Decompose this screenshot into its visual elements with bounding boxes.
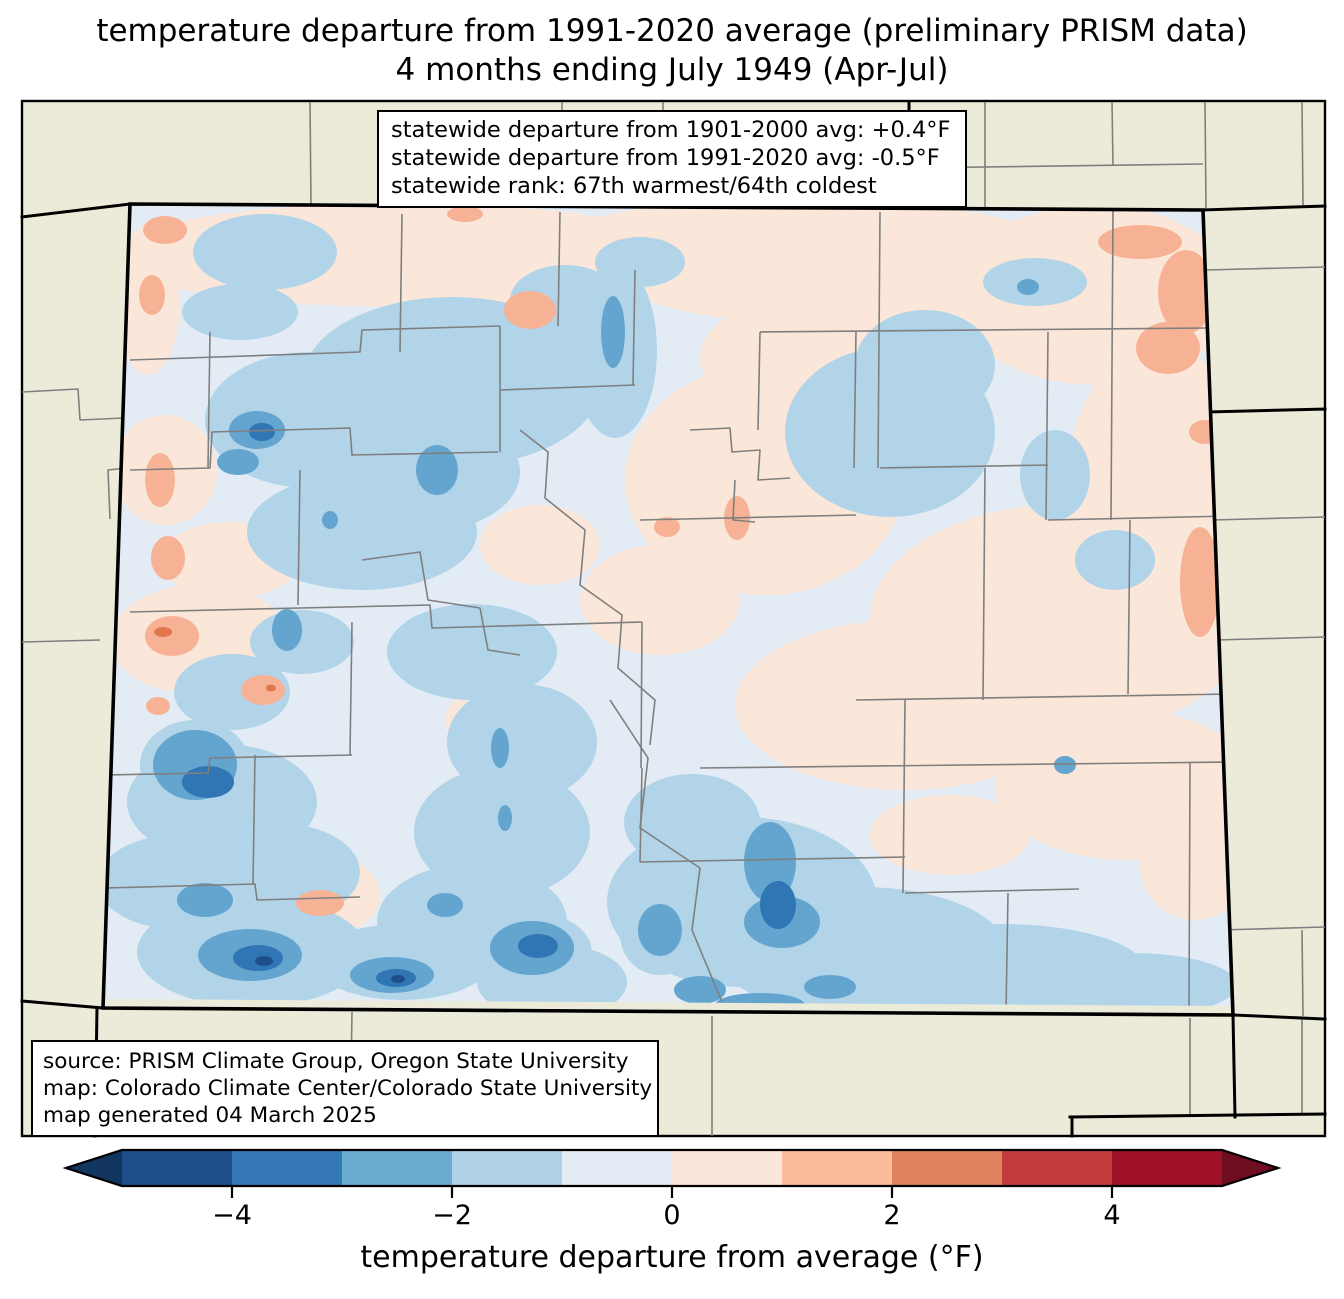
colorbar-seg-4 — [562, 1150, 672, 1186]
colorbar-seg-8 — [1002, 1150, 1112, 1186]
colorbar-tick-label-neg2: −2 — [432, 1200, 472, 1231]
colorbar-under-arrow — [66, 1150, 122, 1186]
colorbar-seg-3 — [452, 1150, 562, 1186]
stats-line-rank: statewide rank: 67th warmest/64th coldes… — [391, 172, 877, 199]
colorbar-tick-label-neg4: −4 — [212, 1200, 252, 1231]
colorbar-ticks — [230, 1186, 1114, 1198]
stats-box: statewide departure from 1901-2000 avg: … — [377, 110, 967, 208]
colorbar-outline — [62, 1148, 1282, 1188]
colorbar-bar — [62, 1148, 1282, 1198]
source-box: source: PRISM Climate Group, Oregon Stat… — [31, 1040, 659, 1138]
source-line: source: PRISM Climate Group, Oregon Stat… — [43, 1049, 629, 1074]
colorbar-seg-0 — [122, 1150, 232, 1186]
figure-title-line1: temperature departure from 1991-2020 ave… — [96, 13, 1248, 49]
generated-date-line: map generated 04 March 2025 — [43, 1103, 377, 1129]
colorbar-seg-5 — [672, 1150, 782, 1186]
colorbar-over-arrow — [1222, 1150, 1278, 1186]
colorbar-seg-9 — [1112, 1150, 1222, 1186]
colorbar-axis-label: temperature departure from average (°F) — [360, 1240, 984, 1275]
stats-line-1901-2000: statewide departure from 1901-2000 avg: … — [391, 117, 951, 143]
figure-title-line2: 4 months ending July 1949 (Apr-Jul) — [395, 52, 949, 88]
anomaly-deep-orange-spots — [154, 627, 276, 692]
colorbar-tick-label-2: 2 — [883, 1200, 901, 1231]
map-credit-line: map: Colorado Climate Center/Colorado St… — [43, 1076, 653, 1102]
stats-line-1991-2020: statewide departure from 1991-2020 avg: … — [391, 144, 940, 171]
south-border-gap — [105, 999, 1232, 1014]
colorado-anomaly-field — [103, 204, 1233, 1015]
anomaly-salmon-blobs — [139, 206, 1221, 916]
colorbar-seg-2 — [342, 1150, 452, 1186]
colorbar-seg-1 — [232, 1150, 342, 1186]
colorbar-tick-label-0: 0 — [663, 1200, 681, 1231]
colorado-state-border — [101, 202, 1235, 1017]
colorbar-seg-6 — [782, 1150, 892, 1186]
anomaly-navy-spots — [255, 956, 405, 983]
colorado-county-lines — [103, 210, 1233, 1015]
colorbar-seg-7 — [892, 1150, 1002, 1186]
colorbar-tick-label-4: 4 — [1103, 1200, 1121, 1231]
